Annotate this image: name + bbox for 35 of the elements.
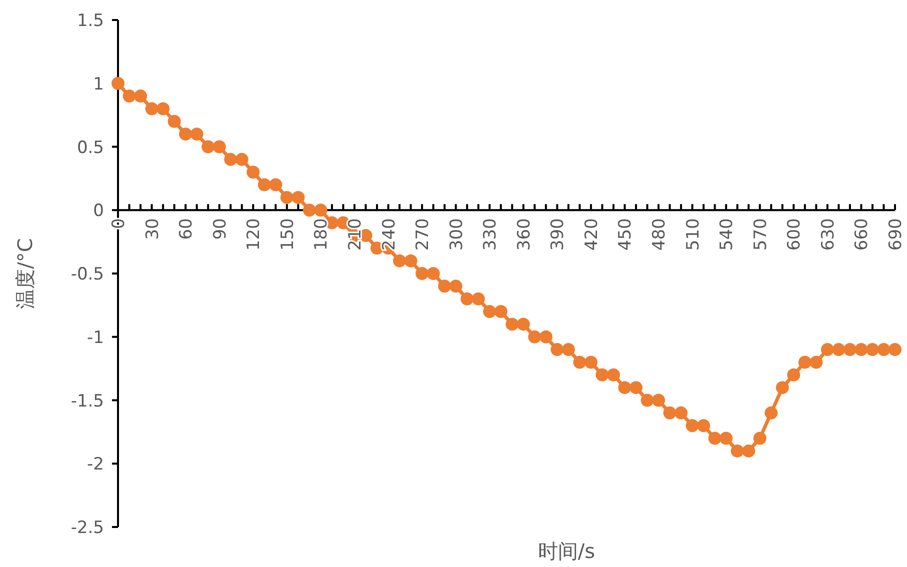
y-tick-label: -1.5 <box>70 391 104 412</box>
x-tick-label: 480 <box>650 218 670 251</box>
x-tick-label: 180 <box>312 218 332 251</box>
x-tick-label: 600 <box>784 218 805 251</box>
y-tick-label: 0.5 <box>76 138 104 158</box>
y-axis-title: 温度/°C <box>13 238 37 309</box>
x-tick-label: 90 <box>210 218 230 240</box>
x-tick-label: 630 <box>818 218 838 251</box>
x-tick-label: 300 <box>446 218 467 251</box>
x-tick-label: 570 <box>750 218 771 251</box>
x-tick-label: 270 <box>413 218 434 251</box>
x-tick-label: 30 <box>142 218 163 240</box>
x-tick-label: 690 <box>886 218 906 251</box>
y-tick-label: -2 <box>87 454 104 475</box>
x-tick-label: 240 <box>379 218 400 251</box>
x-tick-label: 210 <box>345 218 366 251</box>
y-tick-label: 1.5 <box>76 11 104 31</box>
x-tick-label: 420 <box>582 218 602 251</box>
x-tick-label: 540 <box>717 218 738 251</box>
x-tick-label: 360 <box>514 218 534 251</box>
x-tick-label: 60 <box>176 218 197 240</box>
x-tick-label: 330 <box>480 218 501 251</box>
x-tick-label: 120 <box>244 218 264 251</box>
y-tick-label: 0 <box>93 201 104 222</box>
y-tick-label: -2.5 <box>70 518 104 538</box>
x-tick-label: 660 <box>852 218 872 251</box>
x-tick-label: 510 <box>683 218 704 251</box>
y-tick-label: -0.5 <box>70 264 104 284</box>
x-tick-label: 390 <box>548 218 568 251</box>
x-tick-label: 0 <box>109 218 129 229</box>
x-tick-label: 150 <box>278 218 298 251</box>
x-tick-label: 450 <box>616 218 636 251</box>
x-axis-title: 时间/s <box>538 539 596 563</box>
y-tick-label: 1 <box>93 74 104 94</box>
y-tick-label: -1 <box>87 328 104 348</box>
